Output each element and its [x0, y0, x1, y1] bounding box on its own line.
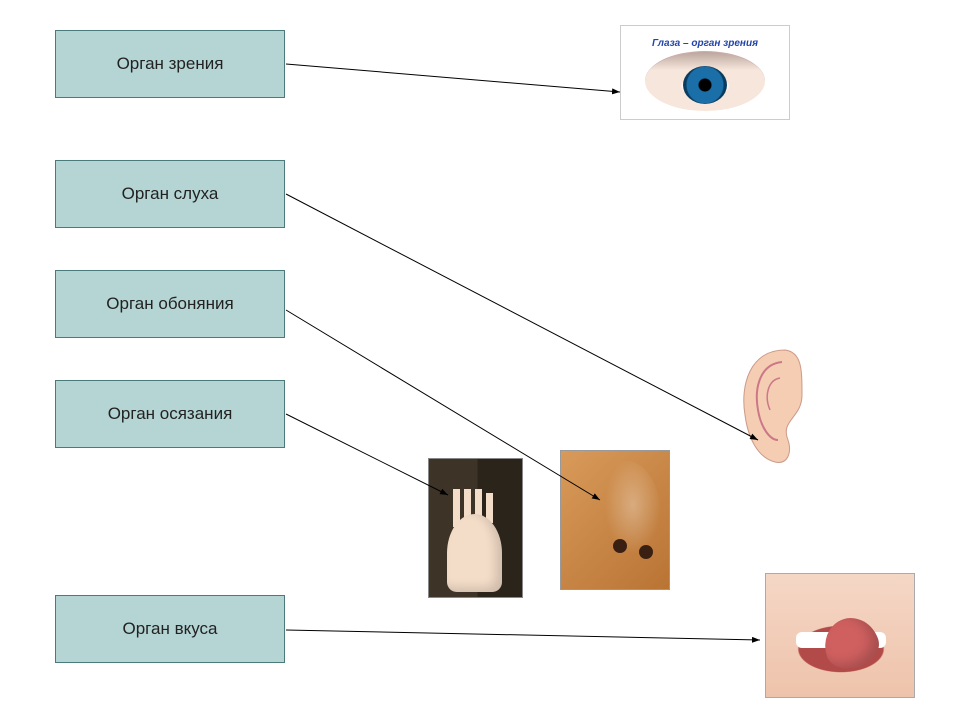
nose-icon [560, 450, 670, 590]
image-nose [555, 445, 675, 595]
mouth-icon [765, 573, 915, 698]
label-taste-text: Орган вкуса [123, 619, 218, 639]
eye-icon [645, 51, 765, 111]
label-taste: Орган вкуса [55, 595, 285, 663]
image-eye-caption: Глаза – орган зрения [652, 38, 758, 49]
image-eye: Глаза – орган зрения [620, 25, 790, 120]
image-mouth [760, 570, 920, 700]
label-vision-text: Орган зрения [117, 54, 224, 74]
arrow-vision-eye [286, 64, 620, 92]
label-smell-text: Орган обоняния [106, 294, 233, 314]
image-ear [720, 330, 830, 480]
label-smell: Орган обоняния [55, 270, 285, 338]
arrow-hearing-ear [286, 194, 758, 440]
image-hand [425, 455, 525, 600]
label-hearing: Орган слуха [55, 160, 285, 228]
arrow-touch-hand [286, 414, 448, 495]
hand-icon [428, 458, 523, 598]
label-vision: Орган зрения [55, 30, 285, 98]
label-touch: Орган осязания [55, 380, 285, 448]
label-hearing-text: Орган слуха [122, 184, 219, 204]
arrow-taste-mouth [286, 630, 760, 640]
label-touch-text: Орган осязания [108, 404, 233, 424]
ear-icon [730, 340, 820, 470]
